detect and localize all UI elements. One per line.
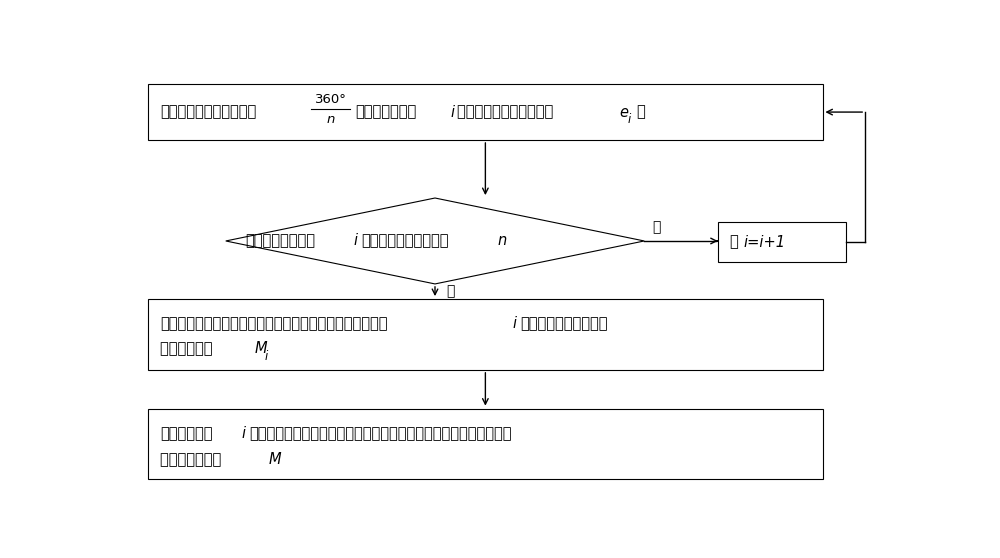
Text: i: i: [450, 104, 455, 119]
Text: 判断转盘旋转次序: 判断转盘旋转次序: [245, 233, 315, 248]
Text: ；: ；: [637, 104, 645, 119]
Text: 让转盘相对载流导线旋转: 让转盘相对载流导线旋转: [160, 104, 256, 119]
Text: 根据所述空芯线圈的电压和载流导线中标定电流获得转盘第: 根据所述空芯线圈的电压和载流导线中标定电流获得转盘第: [160, 316, 387, 331]
Text: 是: 是: [447, 285, 455, 299]
Text: 否: 否: [652, 220, 660, 234]
Text: 360°: 360°: [315, 93, 347, 106]
Text: 是否等于转盘旋转次数: 是否等于转盘旋转次数: [361, 233, 449, 248]
Text: 误差后互感系数: 误差后互感系数: [160, 452, 226, 467]
FancyBboxPatch shape: [148, 299, 822, 370]
Text: i: i: [265, 350, 268, 363]
Text: 系数的测量值: 系数的测量值: [160, 341, 217, 356]
Text: n: n: [497, 233, 506, 248]
Text: M: M: [255, 341, 267, 356]
Text: 次旋转后空芯线圈的电压: 次旋转后空芯线圈的电压: [457, 104, 558, 119]
Text: n: n: [327, 113, 335, 126]
Text: e: e: [619, 104, 628, 119]
Text: ，并测量转盘第: ，并测量转盘第: [356, 104, 417, 119]
Text: M: M: [268, 452, 281, 467]
Text: i=i+1: i=i+1: [743, 234, 785, 249]
Text: 将所述转盘第: 将所述转盘第: [160, 426, 212, 441]
Text: i: i: [241, 426, 245, 441]
FancyBboxPatch shape: [148, 84, 822, 140]
Text: 次旋转后空芯线圈互感系数的测量值加权平均值获得空芯线圈的消除: 次旋转后空芯线圈互感系数的测量值加权平均值获得空芯线圈的消除: [249, 426, 512, 441]
Text: i: i: [513, 316, 517, 331]
Polygon shape: [226, 198, 644, 284]
FancyBboxPatch shape: [718, 222, 846, 262]
FancyBboxPatch shape: [148, 408, 822, 479]
Text: 令: 令: [730, 234, 738, 249]
Text: 次旋转后空芯线圈互感: 次旋转后空芯线圈互感: [520, 316, 608, 331]
Text: i: i: [627, 113, 630, 126]
Text: i: i: [354, 233, 358, 248]
